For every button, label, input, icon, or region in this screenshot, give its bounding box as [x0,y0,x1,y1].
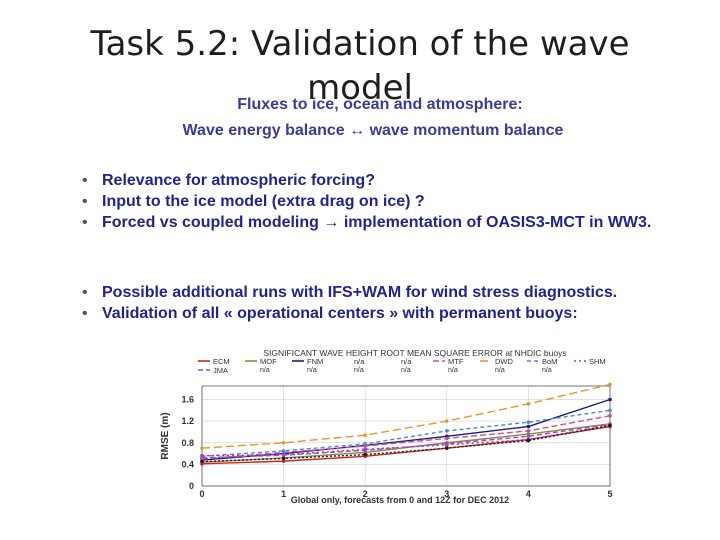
chart-series-line [201,398,611,461]
chart-x-tick-label: 2 [363,489,368,499]
legend-label: n/a [401,357,412,366]
legend-label: MOF [260,357,277,366]
bullet-list-questions: Relevance for atmospheric forcing? Input… [82,170,692,233]
chart-x-tick-label: 3 [444,489,449,499]
chart-data-point [445,442,449,446]
chart-data-point [608,423,612,428]
chart-y-tick-label: 0.4 [181,459,194,469]
rmse-line-chart: SIGNIFICANT WAVE HEIGHT ROOT MEAN SQUARE… [150,342,620,534]
legend-label: ECM [213,357,230,366]
chart-series-line [201,409,611,457]
chart-data-point [281,440,286,445]
chart-data-point [281,459,286,463]
legend-sub-label: n/a [260,367,270,374]
chart-y-tick-label: 0.8 [181,438,194,448]
bullet-list-plans: Possible additional runs with IFS+WAM fo… [82,282,692,324]
legend-label: SHM [589,357,606,366]
chart-data-point [363,448,367,453]
legend-sub-label: n/a [495,367,505,374]
chart-data-point [608,397,612,402]
chart-x-tick-label: 4 [526,489,531,499]
chart-data-point [200,446,204,450]
legend-label: n/a [354,357,365,366]
chart-series-line [201,383,611,449]
chart-data-point [445,436,449,441]
chart-data-point [281,456,286,461]
chart-data-point [445,446,449,450]
legend-sub-label: n/a [307,367,317,374]
chart-title: SIGNIFICANT WAVE HEIGHT ROOT MEAN SQUARE… [263,348,566,358]
chart-data-point [526,438,531,443]
slide-subtitle-balance: Wave energy balance ↔ wave momentum bala… [182,122,564,139]
legend-sub-label: n/a [542,367,552,374]
chart-data-point [526,424,531,429]
chart-data-point [445,429,449,433]
chart-series-line [201,415,611,460]
slide-subtitle-fluxes: Fluxes to ice, ocean and atmosphere: [237,96,523,113]
legend-label: BoM [542,357,557,366]
bullet-item: Validation of all « operational centers … [82,303,692,324]
chart-x-tick-label: 1 [281,489,286,499]
chart-y-axis-label: RMSE (m) [160,412,171,459]
chart-data-point [363,452,367,457]
chart-y-tick-label: 1.2 [181,416,194,426]
legend-sub-label: n/a [354,367,364,374]
chart-data-point [526,429,531,433]
chart-data-point [363,433,367,437]
chart-data-point [608,413,612,418]
bullet-item: Forced vs coupled modeling → implementat… [82,212,692,233]
slide-title-line1: Task 5.2: Validation of the wave [90,24,630,64]
chart-x-axis-label: Global only, forecasts from 0 and 12Z fo… [291,495,509,505]
bullet-item: Possible additional runs with IFS+WAM fo… [82,282,692,303]
chart-y-tick-label: 1.6 [181,395,194,405]
bullet-item: Input to the ice model (extra drag on ic… [82,191,692,212]
chart-series-line [201,423,611,459]
chart-legend: ECM MOFn/aFNMn/an/an/an/an/aMTFn/aDWDn/aB… [198,357,606,375]
chart-series-line [201,424,611,463]
bullet-item: Relevance for atmospheric forcing? [82,170,692,191]
chart-data-point [363,442,367,446]
chart-data-point [281,449,286,453]
chart-plot-area: 0 0.4 0.8 1.2 1.6 0 1 2 3 4 5 [181,382,613,499]
chart-x-tick-label: 0 [199,489,204,499]
chart-data-point [526,434,531,439]
chart-data-point [526,420,531,425]
legend-sub-label: n/a [448,367,458,374]
chart-series-line [201,424,611,457]
chart-data-point [608,408,612,413]
legend-label: DWD [495,357,513,366]
chart-data-point [445,419,449,423]
legend-label: FNM [307,357,323,366]
legend-label: MTF [448,357,464,366]
chart-data-point [200,456,204,460]
chart-data-point [526,402,531,406]
chart-y-tick-label: 0 [189,481,194,491]
chart-frame [201,385,611,487]
chart-x-tick-label: 5 [607,489,612,499]
slide-title: Task 5.2: Validation of the wave model [60,22,660,110]
legend-sub-label: n/a [401,367,411,374]
chart-data-point [608,382,612,387]
slide-title-line2: model [307,68,413,108]
chart-data-point [200,459,204,464]
legend-label: JMA [213,366,228,375]
chart-data-point [281,453,286,457]
